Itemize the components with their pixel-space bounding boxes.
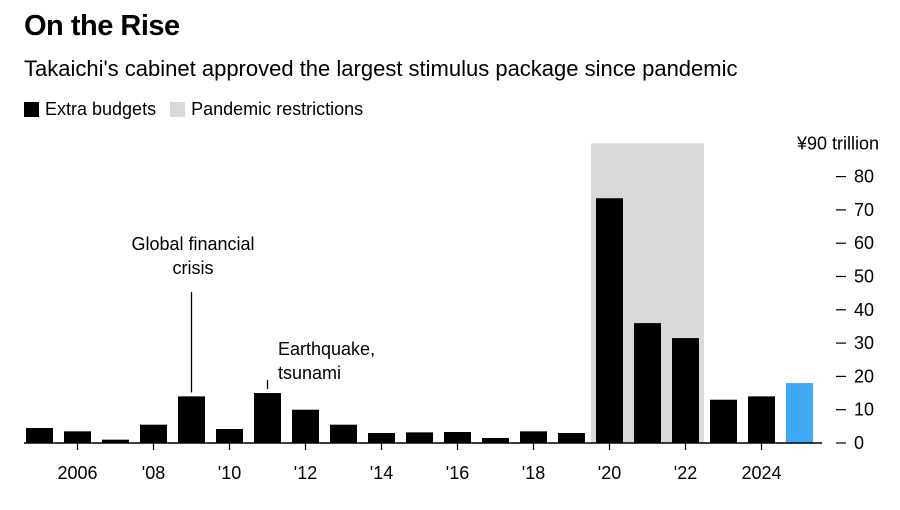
bar-2011 [254,393,281,443]
annotation-2011-line-1: tsunami [278,363,341,383]
bar-2025 [786,383,813,443]
bar-2021 [634,323,661,443]
legend: Extra budgets Pandemic restrictions [24,99,377,120]
x-tick-label-2006: 2006 [57,463,97,483]
y-unit-label: ¥90 trillion [796,133,879,153]
bar-2023 [710,399,737,443]
x-tick-label-2010: '10 [218,463,241,483]
bar-2014 [368,433,395,443]
y-tick-label-0: 0 [854,433,864,453]
bar-2007 [102,439,129,443]
chart-subtitle: Takaichi's cabinet approved the largest … [24,56,738,81]
legend-swatch-extra-budgets [24,102,39,117]
y-tick-label-50: 50 [854,267,874,287]
bar-2016 [444,432,471,443]
y-tick-label-80: 80 [854,167,874,187]
annotation-2011-line-0: Earthquake, [278,339,375,359]
bar-2009 [178,396,205,443]
legend-label-extra-budgets: Extra budgets [45,99,157,119]
x-tick-label-2016: '16 [446,463,469,483]
y-tick-label-70: 70 [854,200,874,220]
x-tick-label-2018: '18 [522,463,545,483]
x-tick-label-2022: '22 [674,463,697,483]
bar-2006 [64,431,91,443]
x-tick-label-2020: '20 [598,463,621,483]
legend-item-pandemic: Pandemic restrictions [170,99,363,120]
annotation-2009-line-1: crisis [173,258,214,278]
legend-item-extra-budgets: Extra budgets [24,99,156,120]
bar-2005 [26,428,53,443]
y-tick-label-60: 60 [854,233,874,253]
bar-2020 [596,198,623,443]
bar-2019 [558,433,585,443]
y-tick-label-30: 30 [854,333,874,353]
bar-2012 [292,409,319,443]
y-tick-label-40: 40 [854,300,874,320]
x-tick-label-2014: '14 [370,463,393,483]
bar-2010 [216,429,243,443]
legend-swatch-pandemic [170,102,186,117]
y-tick-label-10: 10 [854,400,874,420]
bar-2008 [140,424,167,443]
bar-2015 [406,432,433,443]
x-tick-label-2008: '08 [142,463,165,483]
bar-2022 [672,338,699,443]
bar-2017 [482,438,509,443]
bar-2013 [330,424,357,443]
x-tick-label-2012: '12 [294,463,317,483]
legend-label-pandemic: Pandemic restrictions [191,99,364,119]
annotation-2009-line-0: Global financial [131,234,254,254]
y-tick-label-20: 20 [854,366,874,386]
chart-title: On the Rise [24,10,180,42]
bar-2018 [520,431,547,443]
bar-2024 [748,396,775,443]
x-tick-label-2024: 2024 [741,463,781,483]
